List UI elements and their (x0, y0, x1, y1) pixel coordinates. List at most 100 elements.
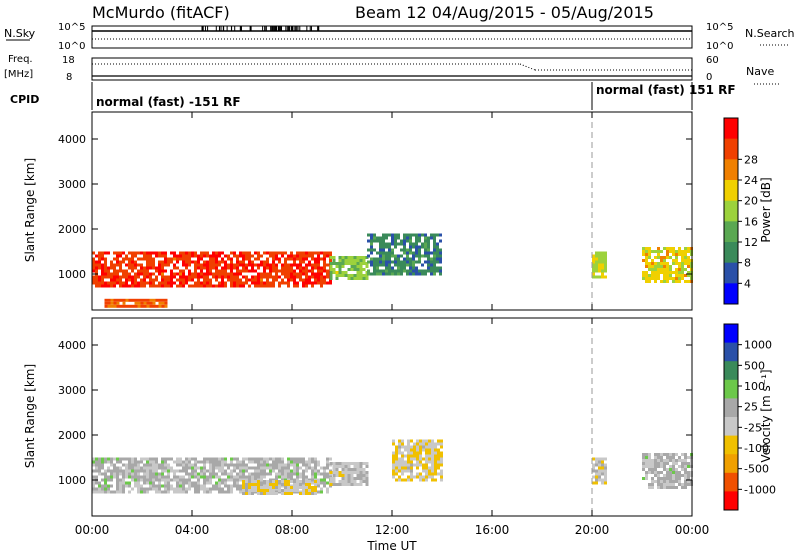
velocity-cell (260, 475, 263, 479)
power-cell (110, 263, 113, 267)
velocity-cell (209, 487, 212, 491)
power-cell (657, 253, 660, 256)
velocity-cell (209, 490, 212, 494)
power-cell (367, 260, 370, 264)
power-cell (305, 266, 308, 270)
velocity-cell (221, 478, 224, 482)
power-cell (388, 266, 391, 270)
power-cell (239, 278, 242, 282)
power-cell (397, 236, 400, 240)
power-cell (257, 281, 260, 285)
velocity-cell (218, 475, 221, 479)
power-cell (233, 251, 236, 255)
velocity-cell (140, 490, 143, 494)
velocity-cell (179, 487, 182, 491)
power-cell (278, 275, 281, 279)
power-cell (203, 254, 206, 258)
power-cell (161, 301, 165, 305)
power-cell (379, 263, 382, 267)
velocity-cell (218, 466, 221, 470)
power-cell (382, 260, 385, 264)
power-cell (188, 275, 191, 279)
power-cell (266, 257, 269, 261)
power-cell (678, 247, 681, 250)
velocity-cell (131, 478, 134, 482)
velocity-cell (648, 486, 651, 489)
velocity-colorbar-frame (723, 323, 739, 511)
velocity-cell (437, 460, 440, 464)
velocity-colorbar-swatch (724, 435, 738, 455)
power-cell (356, 268, 360, 271)
velocity-cell (98, 460, 101, 464)
power-cell (146, 281, 149, 285)
power-cell (233, 281, 236, 285)
power-cell (125, 304, 129, 308)
velocity-colorbar-swatch (724, 417, 738, 437)
power-cell (373, 272, 376, 276)
power-cell (403, 269, 406, 273)
power-cell (648, 250, 651, 253)
power-cell (326, 281, 329, 285)
velocity-cell (113, 466, 116, 470)
velocity-cell (326, 466, 329, 470)
velocity-cell (428, 445, 431, 449)
velocity-ylabel: Slant Range [km] (23, 364, 37, 468)
velocity-cell (257, 486, 260, 489)
power-cell (161, 304, 165, 308)
velocity-cell (678, 465, 681, 468)
velocity-cell (248, 483, 251, 486)
power-cell (143, 254, 146, 258)
velocity-cell (407, 460, 410, 464)
velocity-cell (329, 471, 333, 474)
velocity-cell (290, 463, 293, 467)
power-cell (284, 281, 287, 285)
power-cell (400, 260, 403, 264)
velocity-cell (598, 460, 601, 464)
velocity-cell (164, 478, 167, 482)
power-cell (248, 257, 251, 261)
velocity-cell (170, 484, 173, 488)
power-cell (409, 251, 412, 255)
velocity-cell (305, 492, 308, 495)
power-cell (311, 257, 314, 261)
power-cell (215, 272, 218, 276)
velocity-cell (317, 478, 320, 482)
velocity-cell (221, 463, 224, 467)
velocity-cell (663, 468, 666, 471)
velocity-cell (182, 475, 185, 479)
power-cell (648, 274, 651, 277)
velocity-cell (648, 462, 651, 465)
power-cell (305, 284, 308, 288)
power-cell (140, 263, 143, 267)
velocity-cell (179, 490, 182, 494)
velocity-cell (434, 466, 437, 470)
velocity-cell (678, 471, 681, 474)
power-cell (388, 245, 391, 249)
velocity-cell (284, 486, 287, 489)
power-cell (152, 257, 155, 261)
power-cell (269, 269, 272, 273)
power-cell (272, 284, 275, 288)
power-cell (284, 263, 287, 267)
velocity-cell (95, 469, 98, 473)
power-cell (134, 254, 137, 258)
power-cell (388, 248, 391, 252)
velocity-cell (176, 469, 179, 473)
power-cell (439, 269, 442, 273)
power-cell (400, 272, 403, 276)
power-cell (185, 278, 188, 282)
power-cell (101, 284, 104, 288)
velocity-cell (660, 453, 663, 456)
power-cell (92, 278, 95, 282)
velocity-cell (675, 462, 678, 465)
velocity-cell (269, 457, 272, 461)
velocity-cell (176, 481, 179, 485)
velocity-cell (422, 469, 425, 473)
power-cell (113, 298, 117, 302)
velocity-cell (212, 472, 215, 476)
velocity-cell (200, 472, 203, 476)
velocity-cell (98, 463, 101, 467)
velocity-cell (140, 460, 143, 464)
velocity-cell (236, 484, 239, 488)
velocity-cell (416, 457, 419, 461)
